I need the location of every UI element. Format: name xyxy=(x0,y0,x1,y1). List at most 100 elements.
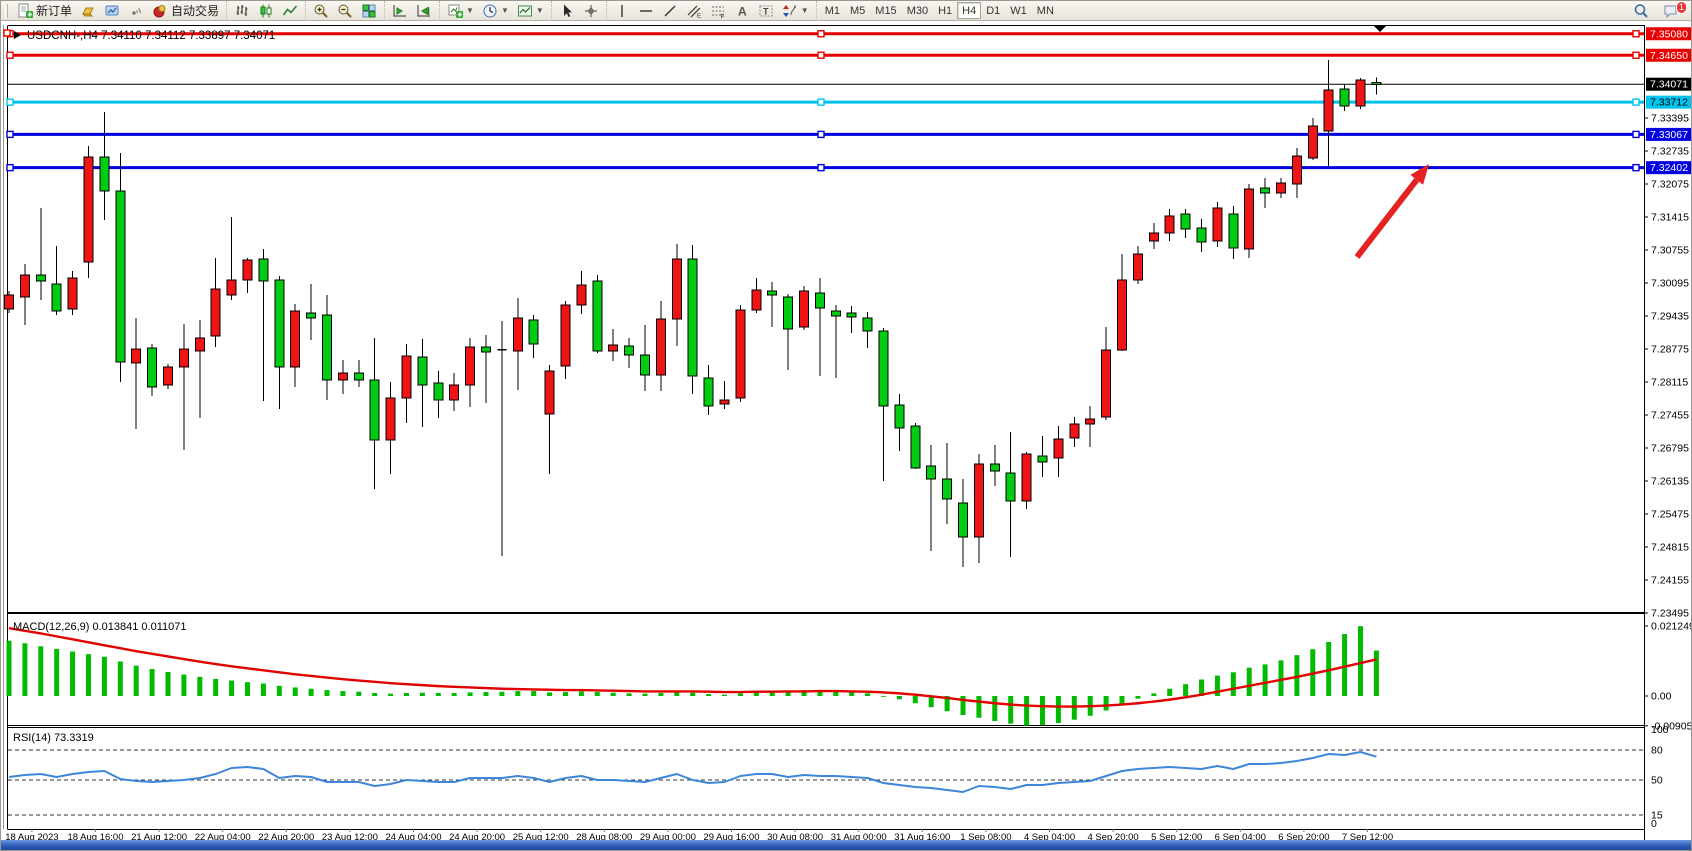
macd-bar xyxy=(308,688,314,696)
hline-handle[interactable] xyxy=(817,98,825,106)
hline-handle[interactable] xyxy=(817,30,825,38)
horizontal-line-objects[interactable] xyxy=(6,30,1644,172)
hline-object-7.33067[interactable] xyxy=(6,130,1644,139)
macd-pane[interactable]: MACD(12,26,9) 0.013841 0.011071 xyxy=(6,621,1379,726)
text-button[interactable]: A xyxy=(730,2,754,20)
crosshair-button[interactable] xyxy=(579,2,603,20)
channel-button[interactable]: E xyxy=(682,2,706,20)
timeframe-m30[interactable]: M30 xyxy=(902,2,933,19)
timeframe-m1[interactable]: M1 xyxy=(820,2,845,19)
toolbar-group-zoom xyxy=(305,1,384,21)
macd-bar xyxy=(1167,688,1173,696)
tile-windows-button[interactable] xyxy=(357,2,381,20)
time-tick-label: 5 Sep 12:00 xyxy=(1151,832,1202,843)
timeframe-m5[interactable]: M5 xyxy=(845,2,870,19)
price-tick-label: 7.32735 xyxy=(1651,146,1689,158)
vline-icon xyxy=(614,3,630,19)
chart-shift-marker[interactable] xyxy=(1374,26,1386,32)
fibonacci-button[interactable]: F xyxy=(706,2,730,20)
price-tick-label: 7.24155 xyxy=(1651,575,1689,587)
hline-handle[interactable] xyxy=(817,51,825,59)
timeframe-d1[interactable]: D1 xyxy=(981,2,1005,19)
macd-bar xyxy=(483,692,489,696)
templates-button[interactable]: ▼ xyxy=(513,2,548,20)
price-tick-label: 7.27455 xyxy=(1651,410,1689,422)
autotrading-button[interactable]: 自动交易 xyxy=(148,2,223,20)
signal-icon xyxy=(128,3,144,19)
time-tick-label: 4 Sep 20:00 xyxy=(1087,832,1138,843)
price-axis[interactable]: 7.33395 7.32735 7.32075 7.31415 7.30755 7.300… xyxy=(1644,27,1692,830)
macd-bar xyxy=(801,690,807,696)
timeframe-h1[interactable]: H1 xyxy=(933,2,957,19)
auto-scroll-button[interactable] xyxy=(412,2,436,20)
price-tick-label: 7.28115 xyxy=(1651,377,1688,389)
price-tick-label: 7.29435 xyxy=(1651,311,1689,323)
hline-handle[interactable] xyxy=(1632,98,1640,106)
hline-object-7.34650[interactable] xyxy=(6,51,1644,59)
hline-handle[interactable] xyxy=(6,98,14,106)
zoom-out-button[interactable] xyxy=(333,2,357,20)
price-badge-7.34071: 7.34071 xyxy=(1646,77,1691,91)
timeframe-w1[interactable]: W1 xyxy=(1005,2,1032,19)
rsi-scale-label: 50 xyxy=(1651,775,1663,787)
text-label-button[interactable]: T xyxy=(754,2,778,20)
arrows-button[interactable]: ▼ xyxy=(778,2,813,20)
trendline-button[interactable] xyxy=(658,2,682,20)
trendline-icon xyxy=(662,3,678,19)
zoom-in-button[interactable] xyxy=(309,2,333,20)
rsi-pane[interactable]: RSI(14) 73.3319 xyxy=(8,732,1644,816)
arrow-annotation[interactable] xyxy=(1354,164,1429,259)
macd-bar xyxy=(388,693,394,696)
notification-badge: 1 xyxy=(1675,1,1687,14)
bottom-taskbar xyxy=(1,840,1691,850)
hline-handle[interactable] xyxy=(6,163,14,172)
svg-text:7.33712: 7.33712 xyxy=(1650,97,1688,109)
hline-object-7.32402[interactable] xyxy=(6,163,1644,172)
hline-handle[interactable] xyxy=(6,51,14,59)
time-axis[interactable]: 18 Aug 2023 18 Aug 16:00 21 Aug 12:00 22 Au… xyxy=(5,829,1393,843)
hline-handle[interactable] xyxy=(1632,130,1640,139)
hline-handle[interactable] xyxy=(1632,30,1640,38)
line-chart-button[interactable] xyxy=(278,2,302,20)
hline-handle[interactable] xyxy=(1632,163,1640,172)
periods-icon xyxy=(482,3,498,19)
vertical-line-button[interactable] xyxy=(610,2,634,20)
periods-button[interactable]: ▼ xyxy=(478,2,513,20)
candlestick-series[interactable] xyxy=(4,59,1382,567)
macd-bar xyxy=(992,696,998,722)
chart-shift-button[interactable] xyxy=(388,2,412,20)
hline-handle[interactable] xyxy=(6,130,14,139)
hline-handle[interactable] xyxy=(1632,51,1640,59)
new-chart-button[interactable]: ▼ xyxy=(443,2,478,20)
timeframe-h4[interactable]: H4 xyxy=(957,2,982,19)
time-tick-label: 6 Sep 04:00 xyxy=(1215,832,1266,843)
new-order-button[interactable]: 新订单 xyxy=(13,2,76,20)
chevron-down-icon: ▼ xyxy=(466,5,474,15)
hline-object-7.33712[interactable] xyxy=(6,98,1644,106)
macd-scale-label: -0.009058 xyxy=(1651,720,1692,732)
macd-bar xyxy=(451,693,457,696)
macd-bar xyxy=(976,696,982,718)
bar-chart-button[interactable] xyxy=(230,2,254,20)
terminal-button[interactable] xyxy=(100,2,124,20)
horizontal-line-button[interactable] xyxy=(634,2,658,20)
macd-bar xyxy=(6,640,12,696)
candlestick-button[interactable] xyxy=(254,2,278,20)
hline-handle[interactable] xyxy=(817,130,825,139)
notifications-button[interactable]: 1 xyxy=(1659,1,1687,20)
hline-handle[interactable] xyxy=(817,163,825,172)
cursor-button[interactable] xyxy=(555,2,579,20)
signals-button[interactable] xyxy=(124,2,148,20)
toolbar-grip[interactable] xyxy=(5,3,8,18)
gold-button[interactable] xyxy=(76,2,100,20)
timeframe-m15[interactable]: M15 xyxy=(870,2,901,19)
price-tick-label: 7.25475 xyxy=(1651,509,1689,521)
time-tick-label: 22 Aug 04:00 xyxy=(195,832,251,843)
price-badge-7.34650: 7.34650 xyxy=(1646,48,1691,62)
timeframe-mn[interactable]: MN xyxy=(1032,2,1059,19)
rsi-line xyxy=(8,751,1377,793)
chart-stage[interactable]: USDCNH-,H4 7.34110 7.34112 7.33897 7.340… xyxy=(1,21,1691,850)
search-button[interactable] xyxy=(1629,2,1653,20)
zoom-out-icon xyxy=(337,3,353,19)
